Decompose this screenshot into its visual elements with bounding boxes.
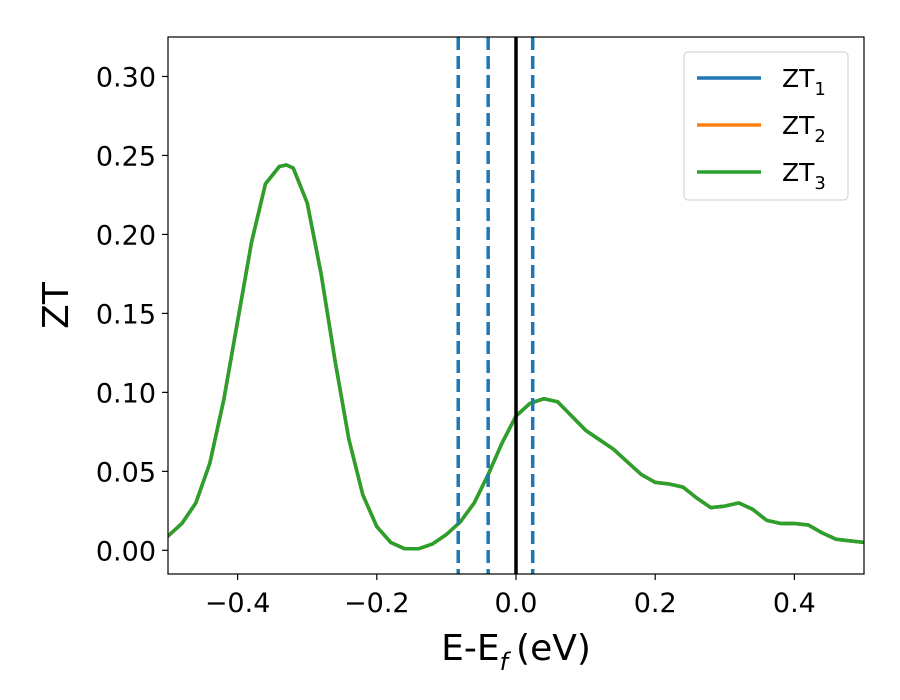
x-tick-label: −0.4 xyxy=(205,588,271,619)
vline-layer xyxy=(456,37,535,574)
y-tick-label: 0.20 xyxy=(96,220,156,251)
legend-label-2: ZT2 xyxy=(782,111,826,147)
y-axis-label: ZT xyxy=(36,281,77,329)
x-axis-ticks: −0.4 −0.2 0.0 0.2 0.4 xyxy=(205,574,816,619)
x-tick-label: 0.2 xyxy=(634,588,677,619)
y-tick-label: 0.10 xyxy=(96,378,156,409)
y-tick-label: 0.00 xyxy=(96,536,156,567)
y-tick-label: 0.25 xyxy=(96,141,156,172)
series-layer xyxy=(168,163,864,551)
legend-label-3: ZT3 xyxy=(782,158,826,194)
legend: ZT1 ZT2 ZT3 xyxy=(683,51,849,201)
y-axis-ticks: 0.00 0.05 0.10 0.15 0.20 0.25 0.30 xyxy=(96,62,168,567)
x-tick-label: 0.4 xyxy=(773,588,816,619)
y-tick-label: 0.30 xyxy=(96,62,156,93)
legend-frame xyxy=(683,51,849,201)
x-axis-label-sub: f xyxy=(500,648,512,676)
y-tick-label: 0.15 xyxy=(96,299,156,330)
series-line-3 xyxy=(168,163,864,551)
legend-label-1: ZT1 xyxy=(782,64,826,100)
x-axis-label-base: E-E xyxy=(441,628,499,669)
x-axis-label: E-Ef (eV) xyxy=(441,628,591,676)
x-axis-label-unit: (eV) xyxy=(516,628,591,669)
y-tick-label: 0.05 xyxy=(96,457,156,488)
x-tick-label: −0.2 xyxy=(344,588,410,619)
x-tick-label: 0.0 xyxy=(495,588,538,619)
